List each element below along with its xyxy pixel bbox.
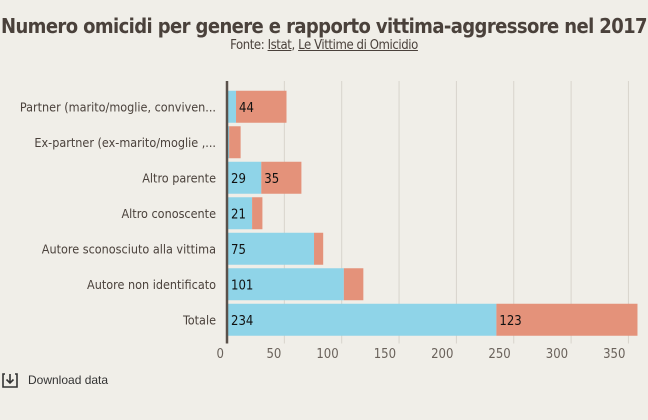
bar-segment	[496, 303, 638, 336]
category-label: Ex-partner (ex-marito/moglie ,...	[34, 135, 216, 150]
bar-segment	[252, 197, 263, 230]
bar-segment	[228, 197, 253, 230]
data-label: 101	[231, 278, 253, 293]
category-label: Autore sconosciuto alla vittima	[42, 241, 216, 256]
chart-source: Fonte: Istat, Le Vittime di Omicidio	[0, 38, 648, 53]
download-label: Download data	[28, 373, 109, 387]
data-label: 234	[231, 314, 253, 329]
bar-segment	[228, 161, 262, 194]
bar-segment	[261, 161, 302, 194]
data-label: 123	[499, 314, 521, 329]
bar-segment	[228, 126, 230, 159]
x-tick-label: 300	[546, 347, 568, 362]
bar-segment	[343, 268, 364, 301]
download-data-button[interactable]: Download data	[2, 372, 108, 388]
chart-title: Numero omicidi per genere e rapporto vit…	[1, 14, 648, 38]
source-prefix: Fonte:	[230, 38, 268, 53]
x-tick-label: 150	[374, 347, 396, 362]
data-label: 75	[231, 243, 246, 258]
bar-chart: 0 50 100 150 200 250 300 350 Partner (marito/mog…	[20, 81, 638, 362]
source-separator: ,	[291, 38, 299, 53]
bar-segment	[228, 232, 315, 265]
x-tick-label: 50	[266, 347, 281, 362]
data-label: 29	[231, 172, 246, 187]
data-label: 35	[264, 172, 279, 187]
data-label: 21	[231, 207, 246, 222]
x-tick-label: 100	[316, 347, 338, 362]
x-tick-label: 200	[431, 347, 453, 362]
source-link-report[interactable]: Le Vittime di Omicidio	[298, 38, 418, 53]
bar-segment	[236, 90, 287, 123]
x-tick-label: 0	[217, 347, 224, 362]
category-label: Altro parente	[142, 170, 216, 185]
x-tick-label: 250	[488, 347, 510, 362]
bar-segment	[228, 268, 344, 301]
download-icon	[2, 373, 18, 388]
category-label: Totale	[182, 312, 216, 327]
bar-segment	[229, 126, 241, 159]
bar-segment	[228, 303, 497, 336]
bar-segment	[228, 90, 237, 123]
category-label: Partner (marito/moglie, conviven...	[20, 99, 216, 114]
x-tick-label: 350	[603, 347, 625, 362]
category-label: Autore non identificato	[87, 277, 216, 292]
category-label: Altro conoscente	[121, 206, 216, 221]
data-label: 44	[239, 101, 254, 116]
source-link-istat[interactable]: Istat	[267, 38, 292, 53]
bar-segment	[314, 232, 324, 265]
